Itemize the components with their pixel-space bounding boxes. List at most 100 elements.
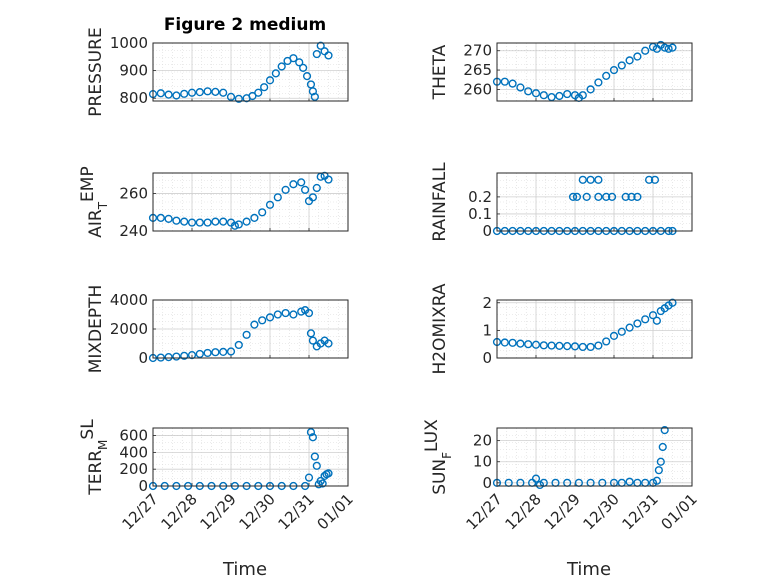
data-point xyxy=(563,89,572,99)
subplot-8: 0 10 20 SUNFLUX 12/2712/2812/2912/3012/3101/… xyxy=(422,419,701,534)
data-point xyxy=(203,218,212,227)
x-tick-label: 01/01 xyxy=(314,490,357,533)
data-point xyxy=(656,457,665,466)
data-point xyxy=(203,348,212,358)
data-point xyxy=(652,476,662,485)
data-point xyxy=(594,341,603,350)
data-point xyxy=(281,308,290,318)
y-axis-label: MIXDEPTH xyxy=(86,285,106,374)
data-point xyxy=(627,192,636,201)
data-point xyxy=(295,58,304,67)
data-point xyxy=(531,340,541,349)
data-point xyxy=(641,46,650,55)
y-tick-label: 240 xyxy=(119,222,148,240)
data-point xyxy=(180,351,189,360)
y-tick-label: 10 xyxy=(473,453,492,471)
y-tick-label: 0 xyxy=(138,349,148,367)
data-point xyxy=(578,175,587,184)
y-tick-label: 4000 xyxy=(110,291,148,309)
data-point xyxy=(324,51,333,60)
y-tick-label: 20 xyxy=(473,432,492,450)
data-point xyxy=(539,341,548,350)
data-point xyxy=(625,477,634,486)
data-point xyxy=(668,43,677,52)
axes-box xyxy=(496,299,693,359)
data-point xyxy=(531,474,541,483)
axes-box xyxy=(152,427,349,487)
x-tick-label: 12/31 xyxy=(619,490,662,533)
data-point xyxy=(568,192,578,201)
data-point xyxy=(226,347,236,356)
y-tick-label: 1 xyxy=(482,321,492,339)
y-axis-label: AIRTEMP xyxy=(78,166,110,237)
y-label-main: AIR xyxy=(86,209,106,238)
data-point xyxy=(304,473,314,482)
x-tick-label: 12/27 xyxy=(463,490,506,533)
data-point xyxy=(617,327,626,336)
data-point xyxy=(299,63,308,72)
x-tick-label: 12/30 xyxy=(580,490,623,533)
y-axis-label: TERRMSL xyxy=(78,419,110,496)
data-point xyxy=(324,469,333,478)
data-point xyxy=(650,175,660,184)
data-point xyxy=(172,216,181,225)
data-point xyxy=(304,308,314,318)
y-label-main: SUN xyxy=(430,459,450,495)
data-point xyxy=(289,180,298,189)
data-point xyxy=(602,337,611,346)
data-point xyxy=(211,87,220,96)
y-tick-label: 400 xyxy=(119,443,148,461)
y-label-subscript: M xyxy=(96,440,110,450)
x-tick-label: 12/28 xyxy=(158,490,201,533)
y-label-tail: SL xyxy=(78,419,98,440)
data-point xyxy=(187,88,197,97)
data-point xyxy=(633,192,642,201)
x-tick-label: 01/01 xyxy=(658,490,701,533)
data-point xyxy=(260,83,269,92)
data-point xyxy=(250,213,259,223)
data-point xyxy=(654,466,663,475)
data-point xyxy=(301,185,310,194)
data-point xyxy=(602,192,611,201)
data-point xyxy=(172,91,181,100)
data-point xyxy=(289,310,298,319)
data-point xyxy=(594,175,603,184)
data-point xyxy=(318,479,327,488)
axes-box xyxy=(496,172,693,232)
data-point xyxy=(265,76,275,85)
data-point xyxy=(586,85,595,94)
y-tick-label: 600 xyxy=(119,427,148,445)
y-axis-label: THETA xyxy=(430,44,450,100)
data-point xyxy=(310,92,319,101)
data-point xyxy=(180,217,189,226)
data-point xyxy=(516,83,525,92)
data-point xyxy=(316,41,325,50)
data-point xyxy=(308,433,318,442)
y-label-subscript: F xyxy=(440,452,454,459)
data-point xyxy=(156,89,165,98)
data-point xyxy=(273,193,282,202)
data-point xyxy=(219,217,228,226)
data-point xyxy=(324,339,333,348)
data-point xyxy=(609,65,619,75)
y-tick-label: 260 xyxy=(463,80,492,98)
x-tick-label: 12/29 xyxy=(197,490,240,533)
data-point xyxy=(265,313,275,322)
data-point xyxy=(195,349,204,359)
data-point xyxy=(265,200,275,209)
data-point xyxy=(281,185,290,194)
data-point xyxy=(195,88,204,97)
data-point xyxy=(273,310,282,319)
y-tick-label: 800 xyxy=(119,89,148,107)
data-point xyxy=(555,91,564,101)
y-label-tail: EMP xyxy=(78,166,98,202)
data-point xyxy=(563,342,572,351)
data-point xyxy=(187,218,197,227)
data-point xyxy=(310,452,319,461)
data-point xyxy=(644,175,654,184)
subplot-3: 240 260 AIRTEMP xyxy=(78,166,349,240)
